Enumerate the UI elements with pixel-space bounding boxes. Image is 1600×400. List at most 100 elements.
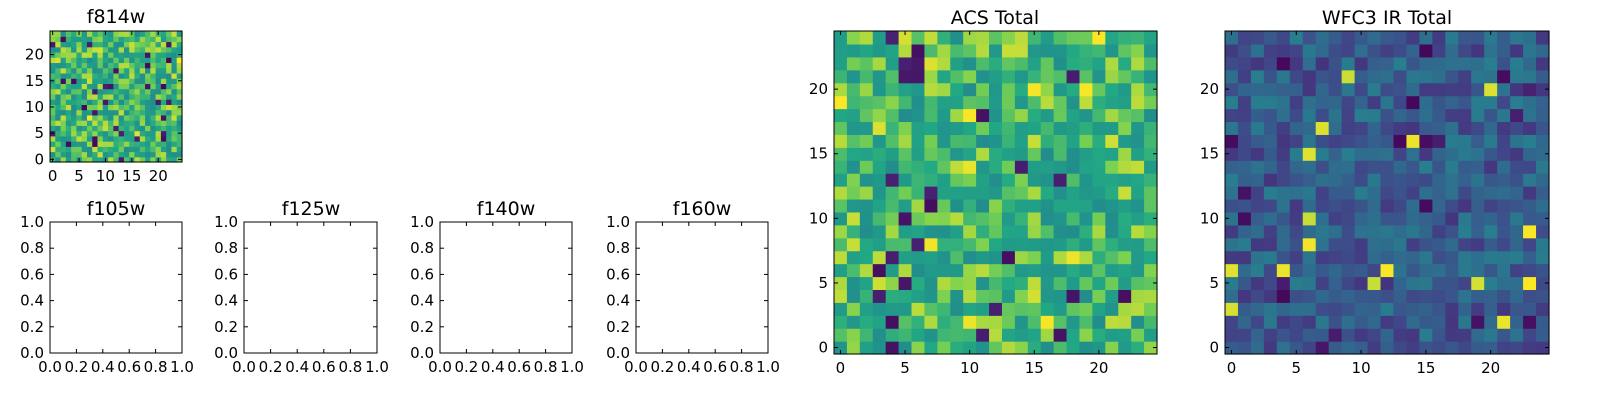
heatmap-cell bbox=[950, 224, 964, 239]
heatmap-cell bbox=[1263, 108, 1278, 123]
heatmap-cell bbox=[86, 31, 93, 37]
heatmap-cell bbox=[1432, 302, 1446, 316]
heatmap-cell bbox=[155, 125, 162, 132]
heatmap-cell bbox=[145, 99, 151, 105]
heatmap-cell bbox=[976, 43, 990, 58]
heatmap-cell bbox=[97, 109, 104, 116]
heatmap-cell bbox=[118, 104, 125, 111]
heatmap-cell bbox=[1250, 95, 1265, 110]
heatmap-cell bbox=[1406, 147, 1420, 161]
heatmap-cell bbox=[76, 83, 83, 90]
panel-title: f125w bbox=[282, 198, 341, 220]
heatmap-cell bbox=[1432, 315, 1446, 329]
heatmap-cell bbox=[113, 125, 120, 132]
heatmap-cell bbox=[134, 156, 141, 163]
heatmap-cell bbox=[1302, 289, 1317, 303]
heatmap-cell bbox=[166, 57, 173, 64]
heatmap-cell bbox=[1406, 160, 1420, 174]
heatmap-cell bbox=[171, 151, 178, 158]
heatmap-cell bbox=[55, 99, 62, 105]
heatmap-cell bbox=[1341, 237, 1356, 252]
heatmap-cell bbox=[171, 146, 178, 153]
heatmap-cell bbox=[1315, 237, 1330, 252]
heatmap-cell bbox=[1484, 276, 1498, 290]
heatmap-cell bbox=[872, 250, 887, 265]
heatmap-cell bbox=[976, 211, 990, 226]
x-tick-label: 0.0 bbox=[624, 358, 648, 376]
heatmap-cell bbox=[846, 173, 861, 187]
heatmap-cell bbox=[118, 130, 125, 137]
heatmap-cell bbox=[834, 289, 848, 303]
heatmap-cell bbox=[150, 120, 157, 126]
heatmap-cell bbox=[1237, 56, 1252, 71]
heatmap-cell bbox=[1367, 276, 1382, 290]
heatmap-cell bbox=[1144, 108, 1158, 123]
heatmap-cell bbox=[134, 120, 141, 126]
heatmap-cell bbox=[937, 134, 951, 148]
heatmap-cell bbox=[166, 83, 173, 90]
heatmap-cell bbox=[1225, 276, 1239, 290]
heatmap-cell bbox=[1118, 108, 1132, 123]
heatmap-cell bbox=[1250, 224, 1265, 239]
heatmap-cell bbox=[118, 88, 125, 95]
heatmap-cell bbox=[160, 104, 167, 111]
heatmap-cell bbox=[1092, 186, 1106, 200]
heatmap-cell bbox=[1523, 263, 1537, 278]
heatmap-cell bbox=[1053, 289, 1068, 303]
heatmap-cell bbox=[989, 263, 1003, 278]
heatmap-cell bbox=[1406, 315, 1420, 329]
heatmap-cell bbox=[145, 104, 151, 111]
heatmap-cell bbox=[872, 224, 887, 239]
heatmap-cell bbox=[176, 83, 183, 90]
heatmap-cell bbox=[1053, 147, 1068, 161]
y-tick-label: 0.2 bbox=[606, 318, 630, 336]
heatmap-cell bbox=[71, 146, 77, 153]
heatmap-cell bbox=[1497, 43, 1511, 58]
heatmap-cell bbox=[123, 120, 130, 126]
heatmap-cell bbox=[1406, 134, 1420, 148]
heatmap-cell bbox=[134, 151, 141, 158]
heatmap-cell bbox=[176, 99, 183, 105]
heatmap-cell bbox=[1471, 173, 1485, 187]
heatmap-cell bbox=[1354, 82, 1369, 97]
x-tick-label: 0.4 bbox=[481, 358, 505, 376]
heatmap-cell bbox=[1380, 147, 1395, 161]
heatmap-cell bbox=[834, 69, 848, 84]
heatmap-cell bbox=[911, 95, 926, 110]
x-tick-label: 0.6 bbox=[703, 358, 727, 376]
heatmap-cell bbox=[1510, 198, 1524, 213]
heatmap-cell bbox=[155, 57, 162, 64]
heatmap-cell bbox=[924, 302, 938, 316]
heatmap-cell bbox=[1510, 31, 1524, 45]
heatmap-cell bbox=[885, 108, 900, 123]
heatmap-cell bbox=[118, 114, 125, 121]
heatmap-cell bbox=[1523, 160, 1537, 174]
heatmap-cell bbox=[834, 147, 848, 161]
heatmap-cell bbox=[1263, 121, 1278, 135]
axes-frame bbox=[49, 30, 183, 163]
heatmap-cell bbox=[1523, 224, 1537, 239]
heatmap-cell bbox=[1302, 276, 1317, 290]
heatmap-cell bbox=[1341, 95, 1356, 110]
heatmap-cell bbox=[81, 51, 88, 58]
heatmap-cell bbox=[924, 134, 938, 148]
x-tick-label: 10 bbox=[1352, 359, 1371, 377]
heatmap-cell bbox=[113, 109, 120, 116]
heatmap-cell bbox=[1105, 250, 1119, 265]
heatmap-cell bbox=[1027, 315, 1042, 329]
heatmap-cell bbox=[1263, 134, 1278, 148]
heatmap-cell bbox=[1263, 237, 1278, 252]
heatmap-cell bbox=[1536, 56, 1550, 71]
heatmap-cell bbox=[885, 69, 900, 84]
heatmap-cell bbox=[1276, 276, 1291, 290]
heatmap-cell bbox=[171, 135, 178, 142]
x-tick-label: 0 bbox=[836, 359, 846, 377]
heatmap-cell bbox=[145, 88, 151, 95]
heatmap-cell bbox=[1497, 31, 1511, 45]
heatmap-cell bbox=[139, 146, 146, 153]
heatmap-cell bbox=[924, 328, 938, 342]
heatmap-cell bbox=[963, 276, 977, 290]
heatmap-cell bbox=[50, 46, 56, 53]
heatmap-cell bbox=[1225, 224, 1239, 239]
heatmap-cell bbox=[1432, 43, 1446, 58]
